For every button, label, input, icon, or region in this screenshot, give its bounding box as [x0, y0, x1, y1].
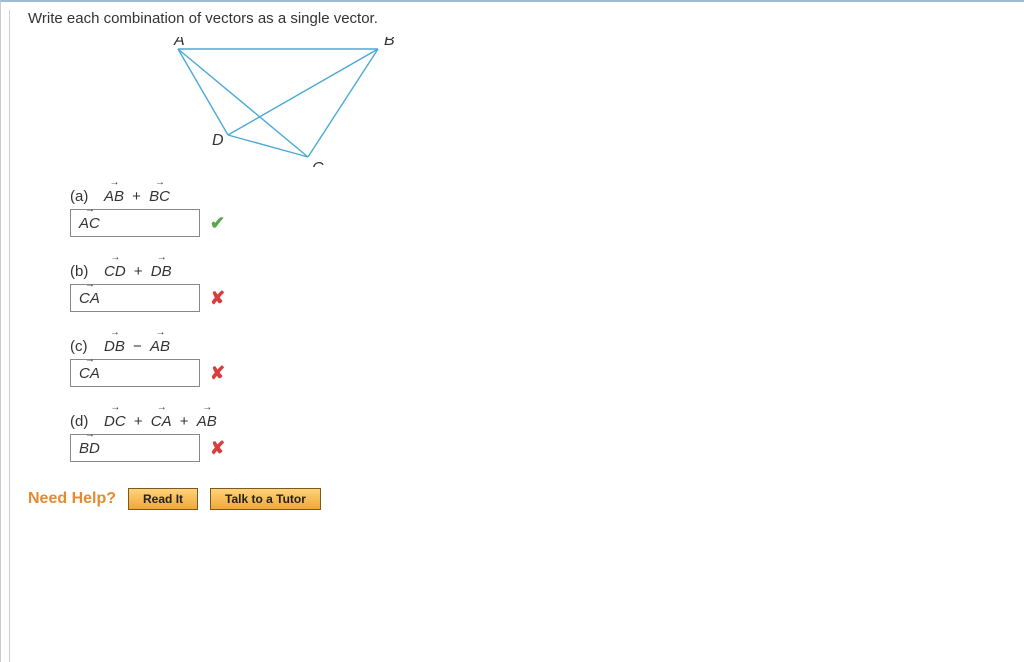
part-expression: (b)→CD + →DB: [70, 263, 1024, 280]
vector-ab: →AB: [104, 188, 124, 205]
svg-text:C: C: [312, 160, 324, 167]
answer-row: →AC ✔: [70, 209, 1024, 237]
svg-text:B: B: [384, 37, 395, 49]
check-icon: ✔: [210, 213, 225, 234]
vector-bd: →BD: [79, 440, 100, 457]
x-icon: ✘: [210, 363, 225, 384]
vector-cd: →CD: [104, 263, 126, 280]
part-expression: (c)→DB − →AB: [70, 338, 1024, 355]
part-c: (c)→DB − →AB →CA ✘: [70, 338, 1024, 387]
part-expression: (d)→DC + →CA + →AB: [70, 413, 1024, 430]
operator: +: [130, 413, 147, 430]
part-letter: (d): [70, 413, 104, 430]
x-icon: ✘: [210, 438, 225, 459]
answer-input[interactable]: →AC: [70, 209, 200, 237]
part-letter: (c): [70, 338, 104, 355]
vector-ac: →AC: [79, 215, 100, 232]
vector-ca: →CA: [151, 413, 172, 430]
answer-row: →BD ✘: [70, 434, 1024, 462]
operator: +: [130, 263, 147, 280]
vector-ca: →CA: [79, 365, 100, 382]
part-expression: (a)→AB + →BC: [70, 188, 1024, 205]
svg-text:D: D: [212, 132, 224, 149]
page-container: Write each combination of vectors as a s…: [0, 0, 1024, 662]
part-a: (a)→AB + →BC →AC ✔: [70, 188, 1024, 237]
vector-dc: →DC: [104, 413, 126, 430]
vector-db: →DB: [104, 338, 125, 355]
part-d: (d)→DC + →CA + →AB →BD ✘: [70, 413, 1024, 462]
vector-ab: →AB: [197, 413, 217, 430]
vector-db: →DB: [151, 263, 172, 280]
content-area: Write each combination of vectors as a s…: [9, 10, 1024, 662]
operator: +: [128, 188, 145, 205]
x-icon: ✘: [210, 288, 225, 309]
vector-ab: →AB: [150, 338, 170, 355]
read-it-button[interactable]: Read It: [128, 488, 198, 510]
answer-input[interactable]: →CA: [70, 359, 200, 387]
part-letter: (b): [70, 263, 104, 280]
svg-text:A: A: [173, 37, 185, 49]
question-text: Write each combination of vectors as a s…: [28, 10, 1024, 27]
answer-input[interactable]: →BD: [70, 434, 200, 462]
answer-row: →CA ✘: [70, 359, 1024, 387]
vector-bc: →BC: [149, 188, 170, 205]
need-help-label: Need Help?: [28, 490, 116, 508]
talk-to-tutor-button[interactable]: Talk to a Tutor: [210, 488, 321, 510]
answer-input[interactable]: →CA: [70, 284, 200, 312]
operator: +: [176, 413, 193, 430]
part-letter: (a): [70, 188, 104, 205]
answer-row: →CA ✘: [70, 284, 1024, 312]
operator: −: [129, 338, 146, 355]
vector-diagram: A B C D: [138, 37, 1024, 170]
vector-ca: →CA: [79, 290, 100, 307]
need-help-section: Need Help? Read It Talk to a Tutor: [28, 488, 1024, 510]
part-b: (b)→CD + →DB →CA ✘: [70, 263, 1024, 312]
parts-list: (a)→AB + →BC→AC✔(b)→CD + →DB→CA✘(c)→DB −…: [70, 188, 1024, 462]
